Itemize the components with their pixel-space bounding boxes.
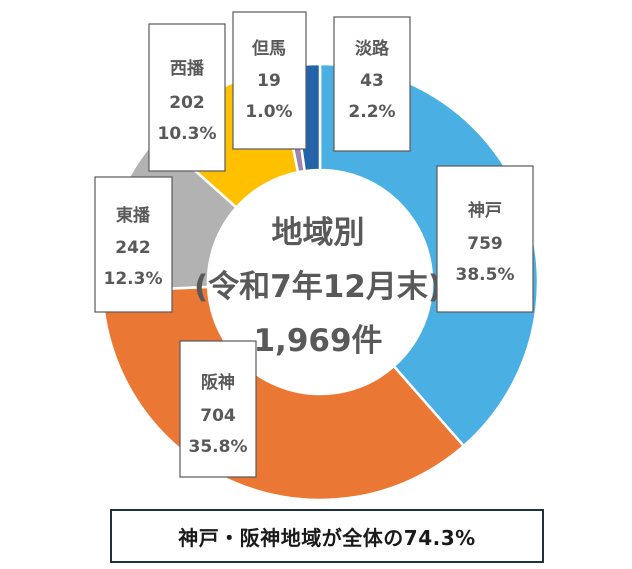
slice-label-name: 阪神 (201, 372, 235, 393)
slice-label-value: 759 (467, 234, 503, 254)
donut-slice-0 (318, 62, 540, 448)
slice-label-percent: 1.0% (245, 102, 292, 122)
slice-label-hanshin: 阪神 704 35.8% (179, 340, 257, 478)
slice-label-box (436, 165, 534, 313)
slice-label-name: 神戸 (468, 200, 502, 221)
slice-label-tajima: 但馬 19 1.0% (232, 11, 307, 150)
summary-box: 神戸・阪神地域が全体の74.3% (110, 509, 544, 563)
slice-label-box (232, 11, 307, 150)
slice-label-name: 淡路 (355, 38, 390, 59)
slice-label-box (148, 23, 226, 172)
slice-label-percent: 2.2% (348, 102, 395, 122)
summary-text: 神戸・阪神地域が全体の74.3% (178, 525, 476, 550)
slice-label-value: 704 (200, 406, 236, 426)
slice-label-tobaan: 東播 242 12.3% (94, 176, 173, 313)
donut-slice-1 (100, 285, 466, 502)
slice-label-box (333, 16, 411, 152)
slice-label-percent: 35.8% (189, 437, 248, 457)
slice-label-percent: 38.5% (456, 265, 515, 285)
slice-label-percent: 12.3% (104, 269, 163, 289)
center-title-line1: 地域別 (272, 215, 365, 251)
slice-label-value: 202 (169, 93, 205, 113)
center-label: 地域別 (令和7年12月末) 1,969件 (194, 215, 442, 359)
slice-labels: 神戸 759 38.5% 阪神 704 35.8% 東播 242 12.3% 西… (94, 11, 534, 478)
slice-label-percent: 10.3% (158, 124, 217, 144)
slice-label-value: 242 (115, 238, 151, 258)
slice-label-name: 西播 (170, 58, 205, 79)
slice-label-value: 19 (257, 71, 281, 91)
slice-label-name: 東播 (116, 205, 151, 226)
slice-label-seiban: 西播 202 10.3% (148, 23, 226, 172)
slice-label-value: 43 (360, 71, 384, 91)
center-title-line3: 1,969件 (253, 323, 382, 359)
slice-label-box (94, 176, 173, 313)
slice-label-kobe: 神戸 759 38.5% (436, 165, 534, 313)
slice-label-name: 但馬 (252, 38, 286, 59)
slice-label-box (179, 340, 257, 478)
center-title-line2: (令和7年12月末) (194, 269, 442, 305)
slice-label-awaji: 淡路 43 2.2% (333, 16, 411, 152)
